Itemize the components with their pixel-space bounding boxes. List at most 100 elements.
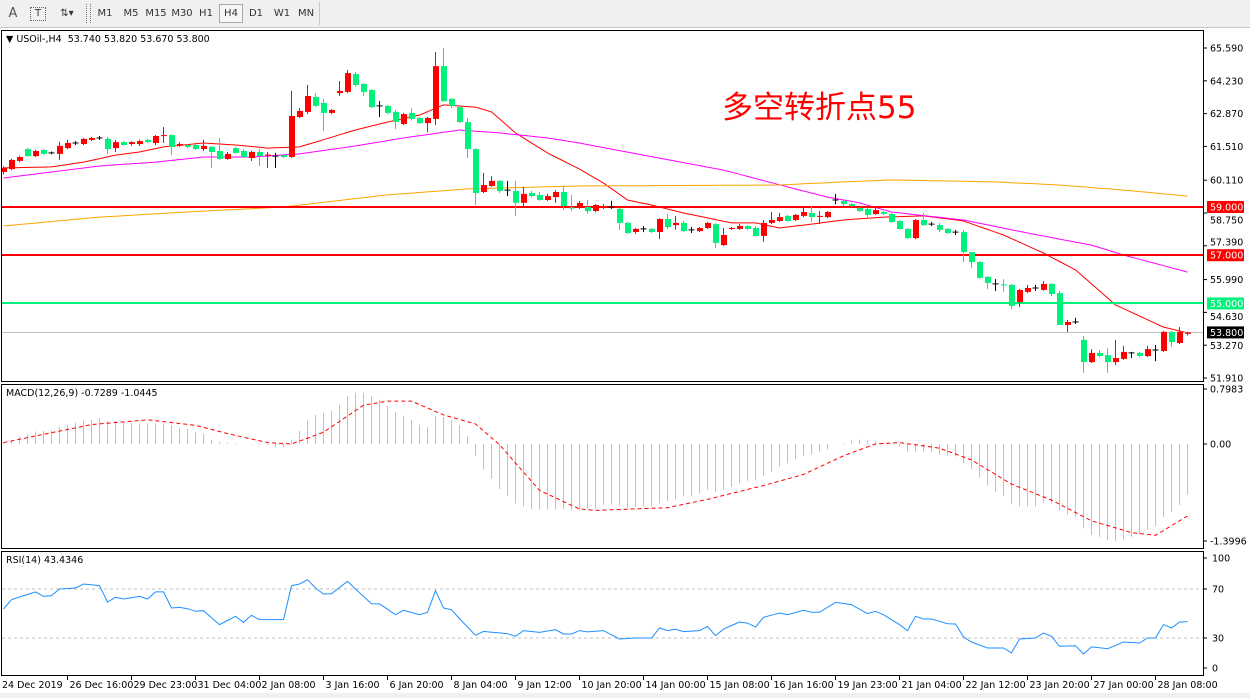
candle-body bbox=[1121, 351, 1127, 359]
candle bbox=[561, 186, 567, 211]
candle bbox=[337, 81, 343, 96]
candle-body bbox=[65, 143, 71, 149]
candle-body bbox=[777, 217, 783, 221]
candle-body bbox=[89, 138, 95, 140]
timeframe-h1[interactable]: H1 bbox=[199, 8, 213, 19]
candle-body bbox=[137, 141, 143, 144]
candle bbox=[1, 166, 7, 175]
candle-body bbox=[841, 200, 847, 204]
rsi-tick-label: 70 bbox=[1212, 585, 1224, 596]
candle bbox=[89, 137, 95, 142]
candle-body bbox=[737, 226, 743, 229]
arrows-tool-dropdown[interactable]: ⇅▾ bbox=[60, 8, 74, 19]
timeframe-m15[interactable]: M15 bbox=[145, 8, 167, 19]
time-tick-label: 23 Jan 20:00 bbox=[1030, 680, 1090, 691]
toolbar-grip-handle[interactable] bbox=[86, 4, 91, 23]
candle bbox=[649, 228, 655, 233]
candle bbox=[952, 229, 959, 235]
timeframe-m30[interactable]: M30 bbox=[171, 8, 193, 19]
candle bbox=[665, 214, 671, 229]
candle bbox=[161, 127, 167, 143]
candle-body bbox=[649, 228, 655, 232]
timeframe-h4[interactable]: H4 bbox=[219, 4, 243, 23]
candle-body bbox=[385, 105, 391, 113]
candle bbox=[801, 206, 807, 218]
candle bbox=[297, 108, 303, 118]
candle-body bbox=[393, 111, 399, 122]
candle bbox=[241, 149, 247, 158]
candle-body bbox=[601, 207, 607, 208]
time-tick-label: 15 Jan 08:00 bbox=[710, 680, 770, 691]
candle bbox=[617, 207, 623, 230]
candle-body bbox=[193, 145, 199, 150]
candle bbox=[881, 211, 887, 215]
candle bbox=[169, 134, 175, 156]
candle bbox=[361, 83, 367, 96]
time-tick-label: 24 Dec 2019 bbox=[2, 680, 63, 691]
collapse-arrow-icon[interactable]: ▼ bbox=[6, 34, 14, 45]
candle bbox=[449, 97, 455, 109]
text-tool-button[interactable]: A bbox=[8, 6, 18, 21]
timeframe-d1[interactable]: D1 bbox=[248, 8, 264, 19]
text-label-tool-button[interactable]: T bbox=[30, 7, 46, 21]
price-tag-label: 55.000 bbox=[1210, 299, 1243, 310]
toolbar: A T ⇅▾ M1 M5 M15 M30 H1 H4 D1 W1 MN bbox=[0, 0, 1250, 28]
candle bbox=[681, 221, 687, 233]
candle-body bbox=[57, 145, 63, 154]
candle-body bbox=[537, 194, 543, 200]
candle bbox=[793, 214, 799, 221]
timeframe-m1[interactable]: M1 bbox=[97, 8, 113, 19]
candle bbox=[425, 117, 431, 133]
price-tag-label: 57.000 bbox=[1210, 251, 1243, 262]
candle bbox=[1041, 281, 1047, 291]
candle-body bbox=[297, 111, 303, 117]
candle bbox=[473, 148, 479, 205]
price-tick-label: 51.910 bbox=[1210, 374, 1243, 385]
candle bbox=[497, 180, 503, 193]
price-tick-label: 64.230 bbox=[1210, 76, 1243, 87]
time-tick-label: 19 Jan 23:00 bbox=[838, 680, 898, 691]
candle-body bbox=[321, 103, 327, 113]
price-tick-label: 58.750 bbox=[1210, 215, 1243, 226]
candle-body bbox=[465, 122, 471, 150]
candle bbox=[937, 222, 943, 233]
candle-body bbox=[1185, 332, 1191, 334]
candle-body bbox=[177, 144, 183, 145]
candle bbox=[265, 152, 271, 168]
candle bbox=[272, 152, 279, 168]
candle bbox=[1113, 339, 1119, 365]
timeframe-w1[interactable]: W1 bbox=[273, 8, 291, 19]
candle-body bbox=[513, 191, 519, 203]
candle-body bbox=[1041, 283, 1047, 290]
candle bbox=[889, 212, 895, 223]
timeframe-mn[interactable]: MN bbox=[297, 8, 315, 19]
candle-body bbox=[425, 118, 431, 124]
timeframe-m5[interactable]: M5 bbox=[123, 8, 139, 19]
rsi-tick-label: 0 bbox=[1212, 664, 1218, 675]
candle bbox=[569, 194, 575, 212]
candle bbox=[713, 222, 719, 248]
candle-body bbox=[417, 118, 423, 124]
candle bbox=[33, 149, 39, 157]
price-tick-label: 62.870 bbox=[1210, 109, 1243, 120]
candle-body bbox=[81, 138, 87, 144]
time-tick-label: 16 Jan 16:00 bbox=[774, 680, 834, 691]
candle-body bbox=[753, 228, 759, 236]
price-tick-label: 65.590 bbox=[1210, 44, 1243, 55]
candle-body bbox=[1113, 358, 1119, 363]
candle bbox=[841, 199, 847, 206]
candle-body bbox=[729, 228, 735, 229]
candle-body bbox=[945, 228, 951, 233]
candle bbox=[537, 192, 543, 201]
candle bbox=[1128, 351, 1135, 358]
candle-body bbox=[481, 185, 487, 192]
candle bbox=[1137, 351, 1143, 357]
candle bbox=[201, 139, 207, 151]
candle bbox=[928, 221, 935, 226]
candle-body bbox=[169, 135, 175, 147]
candle-body bbox=[121, 142, 127, 145]
candle bbox=[873, 207, 879, 215]
candle bbox=[129, 141, 135, 146]
time-tick-label: 3 Jan 16:00 bbox=[326, 680, 380, 691]
